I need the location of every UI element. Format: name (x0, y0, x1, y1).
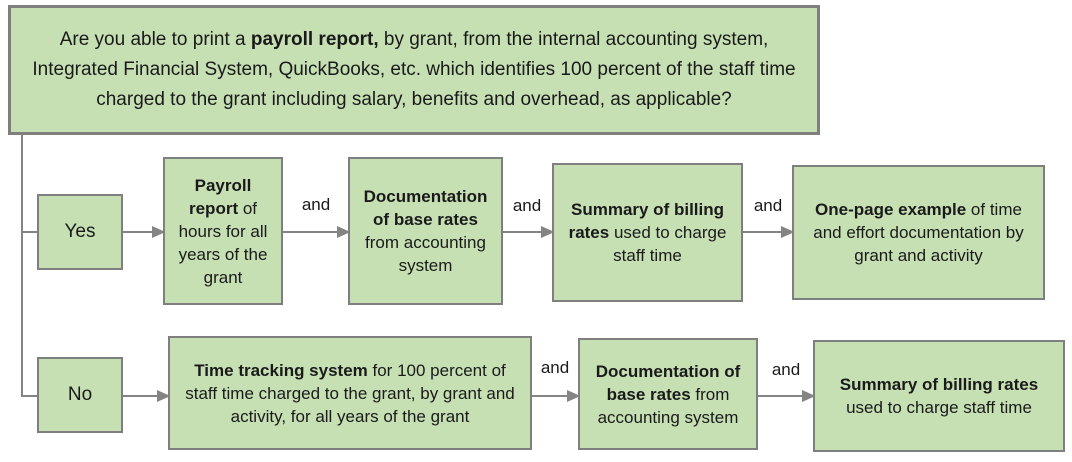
question-box: Are you able to print a payroll report, … (8, 5, 820, 135)
no-step-base-rates-doc: Documentation of base rates from account… (578, 338, 758, 450)
yes-step-one-page-example-text: One-page example of time and effort docu… (813, 200, 1024, 265)
yes-step-billing-rates-text: Summary of billing rates used to charge … (568, 200, 727, 265)
and-label: and (771, 360, 801, 379)
no-box: No (37, 357, 123, 433)
yes-step-payroll-report-text: Payroll report of hours for all years of… (178, 175, 268, 287)
arrow-yes-to-step1 (123, 225, 166, 239)
yes-label: Yes (64, 221, 96, 242)
yes-step-one-page-example: One-page example of time and effort docu… (792, 165, 1045, 300)
and-label: and (301, 195, 331, 214)
and-label: and (512, 196, 542, 215)
no-step-time-tracking-text: Time tracking system for 100 percent of … (185, 360, 515, 426)
no-label: No (67, 384, 93, 405)
yes-step-payroll-report: Payroll report of hours for all years of… (163, 157, 283, 305)
yes-step-base-rates-doc: Documentation of base rates from account… (348, 157, 503, 305)
yes-step-billing-rates: Summary of billing rates used to charge … (552, 163, 743, 302)
arrow-no-step2-to-step3 (758, 389, 816, 403)
arrow-yes-step1-to-step2 (283, 225, 351, 239)
arrow-no-step1-to-step2 (532, 389, 581, 403)
and-label: and (753, 196, 783, 215)
question-text: Are you able to print a payroll report, … (32, 29, 796, 110)
yes-step-base-rates-doc-text: Documentation of base rates from account… (363, 187, 488, 275)
arrow-yes-step2-to-step3 (503, 225, 555, 239)
no-step-base-rates-doc-text: Documentation of base rates from account… (595, 361, 741, 427)
no-step-time-tracking: Time tracking system for 100 percent of … (168, 336, 532, 450)
arrow-yes-step3-to-step4 (743, 225, 795, 239)
and-label: and (540, 358, 570, 377)
no-step-billing-rates-text: Summary of billing rates used to charge … (839, 375, 1039, 417)
arrow-no-to-step1 (123, 389, 171, 403)
yes-box: Yes (37, 194, 123, 270)
no-step-billing-rates: Summary of billing rates used to charge … (813, 340, 1065, 452)
